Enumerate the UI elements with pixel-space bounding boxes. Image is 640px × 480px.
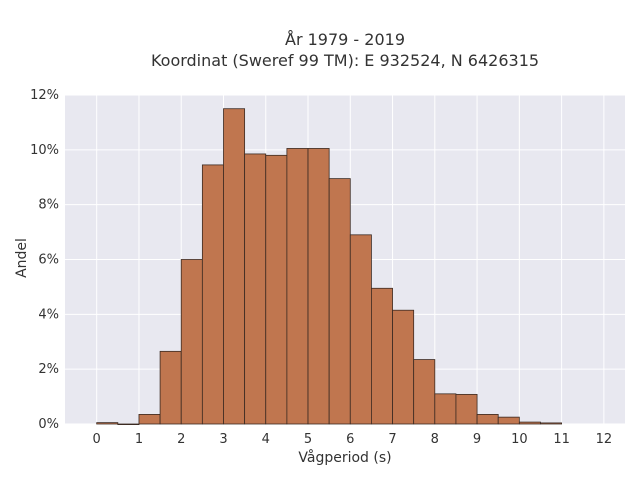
histogram-bar: [476, 414, 499, 425]
histogram-bar: [540, 422, 563, 425]
bars-group: [96, 108, 563, 426]
histogram-bar: [286, 148, 309, 425]
histogram-bar: [434, 393, 457, 425]
histogram-bar: [138, 414, 161, 425]
histogram-bar: [265, 154, 288, 425]
y-tick-label: 12%: [30, 88, 59, 103]
x-axis-ticks: 0 1 2 3 4 5 6 7 8 9 10 11 12: [93, 432, 613, 447]
histogram-bar: [180, 259, 203, 425]
histogram-bar: [392, 309, 415, 425]
x-tick-label: 6: [346, 432, 354, 447]
y-axis-ticks: 0% 2% 4% 6% 8% 10% 12%: [30, 88, 59, 432]
histogram-bar: [497, 416, 520, 425]
y-tick-label: 6%: [38, 253, 59, 268]
x-tick-label: 4: [262, 432, 270, 447]
histogram-bar: [518, 421, 541, 425]
histogram-bar: [223, 108, 246, 425]
x-tick-label: 5: [304, 432, 312, 447]
x-tick-label: 8: [431, 432, 439, 447]
histogram-bar: [117, 423, 140, 426]
histogram-bar: [307, 148, 330, 425]
x-tick-label: 7: [388, 432, 396, 447]
histogram-bar: [244, 153, 267, 425]
x-tick-label: 3: [219, 432, 227, 447]
histogram-bar: [371, 287, 393, 425]
histogram-bar: [455, 393, 478, 425]
chart-title-line-1: År 1979 - 2019: [285, 30, 405, 49]
chart-title-line-2: Koordinat (Sweref 99 TM): E 932524, N 64…: [151, 51, 539, 70]
histogram-bar: [159, 350, 182, 425]
histogram-bar: [328, 178, 351, 425]
x-tick-label: 1: [135, 432, 143, 447]
x-tick-label: 9: [473, 432, 481, 447]
x-tick-label: 10: [511, 432, 528, 447]
histogram-bar: [349, 234, 372, 425]
x-tick-label: 2: [177, 432, 185, 447]
x-axis-title: Vågperiod (s): [298, 449, 391, 466]
x-tick-label: 12: [596, 432, 613, 447]
y-axis-title: Andel: [14, 238, 30, 278]
x-tick-label: 11: [553, 432, 570, 447]
y-tick-label: 8%: [38, 198, 59, 213]
y-tick-label: 2%: [38, 362, 59, 377]
y-tick-label: 4%: [38, 307, 59, 322]
histogram-bar: [96, 422, 119, 425]
x-tick-label: 0: [93, 432, 101, 447]
y-tick-label: 10%: [30, 143, 59, 158]
histogram-bar: [413, 359, 436, 425]
y-tick-label: 0%: [38, 417, 59, 432]
histogram-bar: [201, 164, 224, 425]
